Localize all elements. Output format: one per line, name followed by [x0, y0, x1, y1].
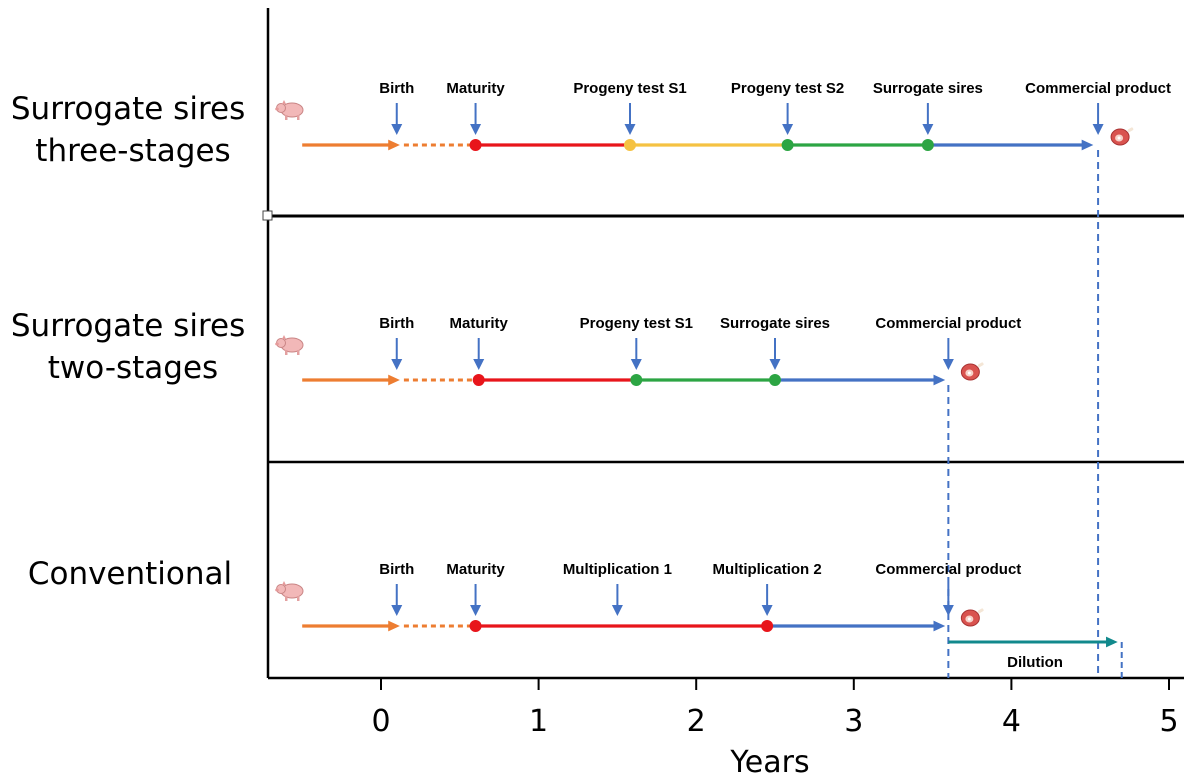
x-axis: 0 1 2 3 4 5 [371, 678, 1179, 739]
event-label-4: Commercial product [875, 315, 1021, 332]
x-axis-title: Years [729, 745, 809, 778]
event-label-1: Maturity [446, 80, 505, 97]
event-label-2: Multiplication 1 [563, 561, 672, 578]
row-title-three-stages-line-2: three-stages [35, 133, 230, 169]
row-title-three-stages: Surrogate sires three-stages [11, 91, 255, 169]
event-pointer-1-head [470, 124, 482, 135]
event-label-2: Progeny test S1 [573, 80, 686, 97]
event-label-2: Progeny test S1 [580, 315, 693, 332]
event-pointer-5-head [1092, 124, 1104, 135]
stage-dot-1 [761, 620, 774, 632]
event-pointer-2-head [630, 359, 642, 370]
event-pointer-2-head [611, 605, 623, 616]
event-pointer-0-head [391, 124, 403, 135]
pig-icon [274, 99, 304, 121]
event-pointer-0-head [391, 605, 403, 616]
segment-arrowhead-0 [388, 139, 400, 151]
event-label-1: Maturity [446, 561, 505, 578]
segment-arrowhead-4 [933, 374, 946, 386]
event-label-5: Commercial product [1025, 80, 1171, 97]
stage-dot-0 [472, 374, 485, 386]
stage-dot-0 [469, 139, 482, 151]
x-tick-label-0: 0 [371, 704, 390, 739]
event-pointer-4-head [942, 359, 954, 370]
stage-dot-0 [469, 620, 482, 632]
meat-icon [960, 361, 985, 381]
segment-arrowhead-5 [1081, 139, 1094, 151]
row-title-three-stages-line-1: Surrogate sires [11, 91, 245, 127]
event-label-0: Birth [379, 315, 414, 332]
dilution-arrowhead [1106, 636, 1118, 648]
event-label-1: Maturity [450, 315, 509, 332]
event-label-0: Birth [379, 80, 414, 97]
dilution-label: Dilution [1007, 654, 1063, 671]
stage-dot-1 [624, 139, 637, 151]
meat-icon [960, 607, 985, 627]
event-pointer-4-head [922, 124, 934, 135]
row-title-two-stages-line-2: two-stages [48, 350, 218, 386]
x-tick-label-1: 1 [529, 704, 548, 739]
timeline-row-2: Birth Maturity Multiplication 1 Multiplicat… [274, 561, 1118, 671]
event-pointer-3-head [761, 605, 773, 616]
pig-icon [274, 334, 304, 356]
stage-dot-1 [630, 374, 643, 386]
event-label-3: Multiplication 2 [713, 561, 822, 578]
event-pointer-3-head [782, 124, 794, 135]
row-title-conventional: Conventional [28, 556, 232, 592]
event-label-0: Birth [379, 561, 414, 578]
event-pointer-2-head [624, 124, 636, 135]
x-tick-label-3: 3 [844, 704, 863, 739]
pig-icon [274, 580, 304, 602]
row-title-two-stages: Surrogate sires two-stages [11, 308, 255, 386]
x-tick-label-2: 2 [687, 704, 706, 739]
stage-dot-2 [769, 374, 781, 386]
stage-dot-3 [921, 139, 934, 151]
row-title-conventional-line-1: Conventional [28, 556, 232, 592]
stage-dot-2 [781, 139, 794, 151]
diagram-frame [262, 8, 1184, 680]
timeline-rows: Birth Maturity Progeny test S1 Progeny test… [274, 80, 1171, 671]
segment-arrowhead-0 [388, 620, 400, 632]
segment-arrowhead-0 [388, 374, 400, 386]
x-tick-label-4: 4 [1002, 704, 1021, 739]
event-label-3: Surrogate sires [720, 315, 830, 332]
event-pointer-1-head [470, 605, 482, 616]
timeline-row-1: Birth Maturity Progeny test S1 Surrogate si… [274, 315, 1021, 386]
dashed-guides [947, 150, 1123, 678]
row-title-two-stages-line-1: Surrogate sires [11, 308, 245, 344]
x-tick-label-5: 5 [1159, 704, 1178, 739]
event-pointer-0-head [391, 359, 403, 370]
separator-handle [262, 210, 273, 221]
event-pointer-1-head [473, 359, 485, 370]
event-label-3: Progeny test S2 [731, 80, 844, 97]
event-pointer-4-head [942, 605, 954, 616]
event-label-4: Surrogate sires [873, 80, 983, 97]
segment-arrowhead-3 [933, 620, 946, 632]
event-label-4: Commercial product [875, 561, 1021, 578]
meat-icon [1110, 126, 1135, 146]
event-pointer-3-head [769, 359, 781, 370]
timeline-row-0: Birth Maturity Progeny test S1 Progeny test… [274, 80, 1171, 151]
